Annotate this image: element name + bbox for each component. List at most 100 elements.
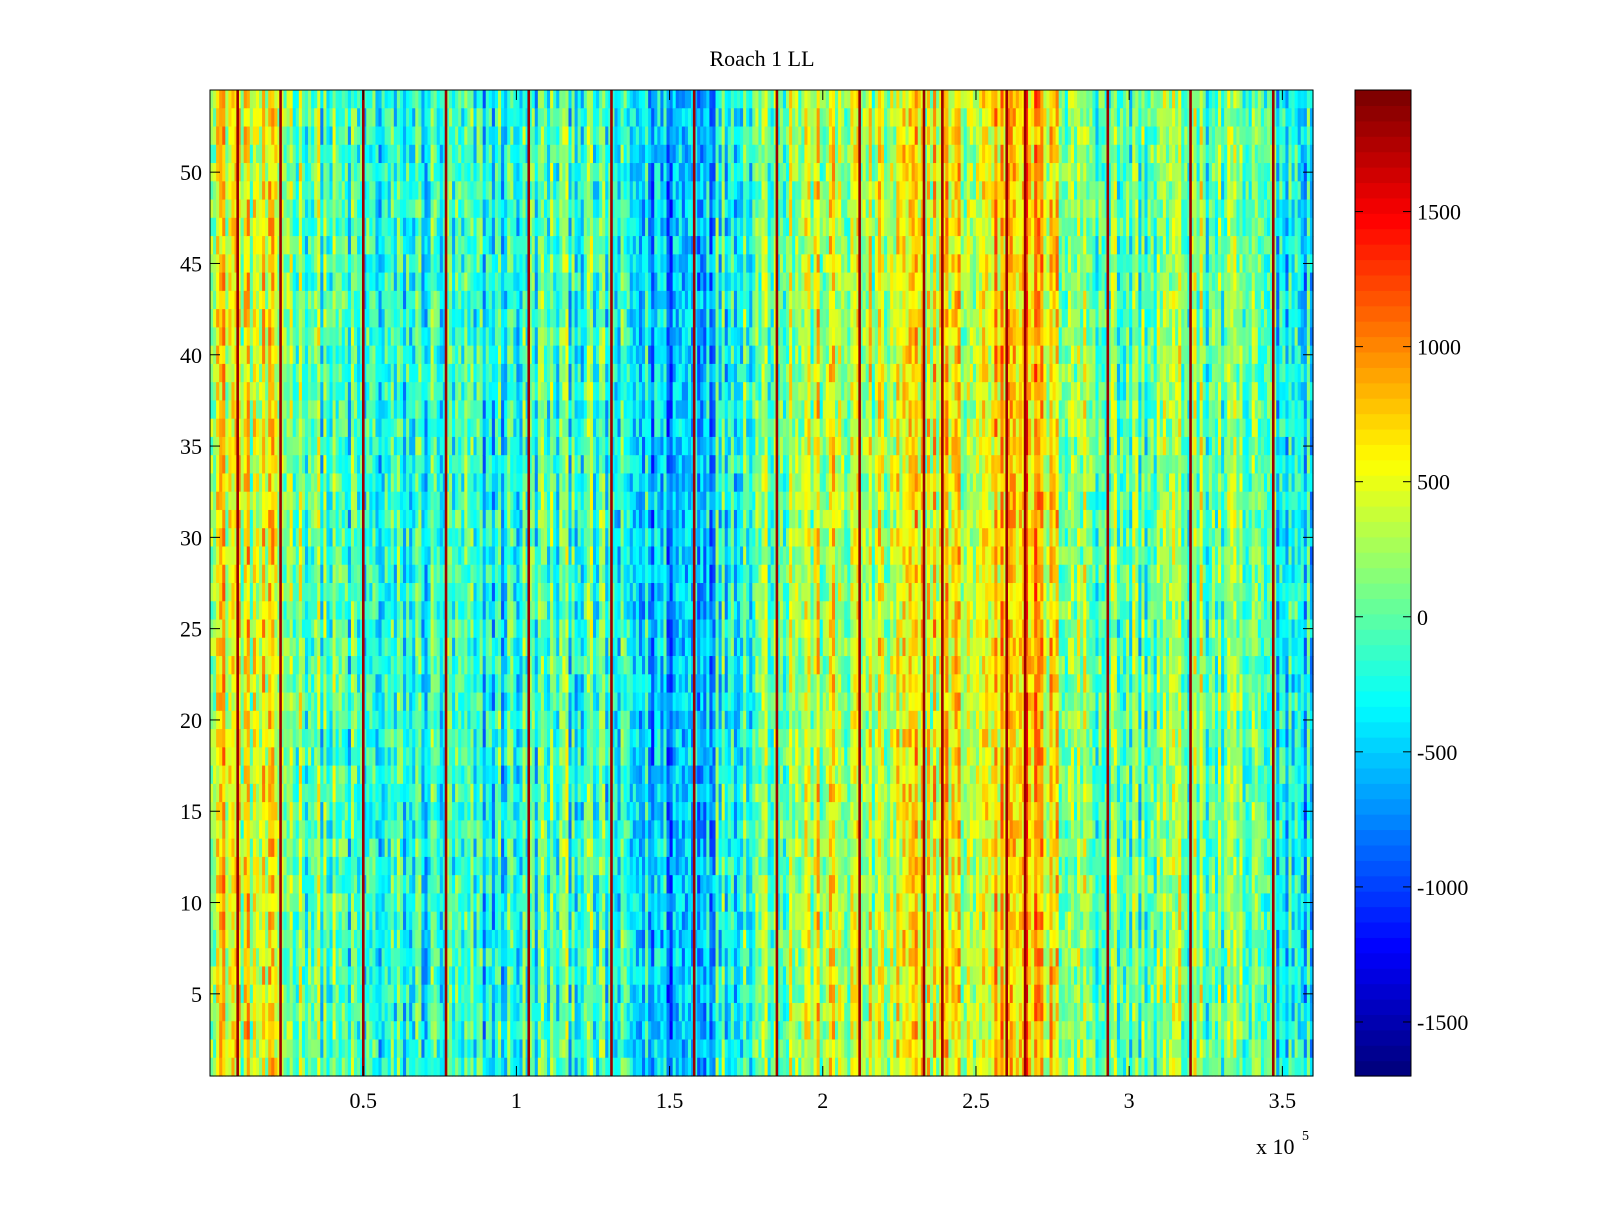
heatmap-cell bbox=[448, 911, 453, 931]
heatmap-cell bbox=[295, 546, 300, 566]
heatmap-cell bbox=[249, 309, 254, 328]
heatmap-cell bbox=[332, 583, 337, 602]
heatmap-cell bbox=[228, 838, 233, 858]
heatmap-cell bbox=[289, 856, 294, 876]
heatmap-cell bbox=[335, 583, 340, 602]
heatmap-cell bbox=[341, 747, 346, 767]
heatmap-cell bbox=[259, 236, 263, 255]
heatmap-cell bbox=[448, 327, 453, 347]
heatmap-cell bbox=[265, 509, 269, 529]
heatmap-cell bbox=[424, 1021, 429, 1041]
heatmap-cell bbox=[430, 144, 435, 164]
heatmap-cell bbox=[249, 875, 254, 895]
heatmap-cell bbox=[237, 272, 242, 292]
heatmap-cell bbox=[378, 236, 383, 255]
heatmap-cell bbox=[418, 144, 422, 164]
heatmap-cell bbox=[335, 984, 340, 1004]
heatmap-cell bbox=[399, 309, 404, 328]
heatmap-cell bbox=[378, 564, 383, 584]
heatmap-cell bbox=[271, 345, 275, 365]
heatmap-cell bbox=[262, 929, 266, 949]
heatmap-cell bbox=[399, 528, 404, 548]
heatmap-cell bbox=[338, 199, 343, 219]
heatmap-cell bbox=[396, 875, 401, 895]
heatmap-cell bbox=[314, 1002, 318, 1022]
heatmap-cell bbox=[363, 163, 367, 182]
heatmap-cell bbox=[341, 436, 346, 456]
heatmap-cell bbox=[384, 1057, 389, 1077]
heatmap-cell bbox=[304, 236, 309, 255]
heatmap-cell bbox=[430, 1021, 435, 1041]
heatmap-cell bbox=[421, 637, 426, 657]
heatmap-cell bbox=[455, 327, 459, 347]
heatmap-cell bbox=[436, 455, 441, 475]
heatmap-cell bbox=[240, 747, 245, 767]
heatmap-cell bbox=[369, 911, 373, 931]
heatmap-cell bbox=[360, 765, 364, 785]
heatmap-cell bbox=[412, 473, 416, 493]
heatmap-cell bbox=[304, 181, 309, 201]
heatmap-cell bbox=[286, 929, 291, 949]
heatmap-cell bbox=[240, 236, 245, 255]
heatmap-cell bbox=[292, 619, 297, 639]
heatmap-cell bbox=[255, 583, 260, 602]
heatmap-cell bbox=[409, 126, 413, 146]
heatmap-cell bbox=[246, 181, 251, 201]
heatmap-cell bbox=[237, 126, 242, 146]
heatmap-cell bbox=[467, 491, 472, 511]
heatmap-cell bbox=[314, 509, 318, 529]
heatmap-cell bbox=[231, 583, 236, 602]
heatmap-cell bbox=[369, 528, 373, 548]
heatmap-cell bbox=[347, 893, 352, 913]
heatmap-cell bbox=[430, 747, 435, 767]
heatmap-cell bbox=[467, 345, 472, 365]
heatmap-cell bbox=[430, 656, 435, 675]
heatmap-cell bbox=[418, 345, 422, 365]
heatmap-cell bbox=[234, 893, 239, 913]
heatmap-cell bbox=[430, 929, 435, 949]
heatmap-cell bbox=[219, 509, 223, 529]
heatmap-cell bbox=[311, 382, 315, 402]
heatmap-cell bbox=[289, 217, 294, 237]
heatmap-cell bbox=[406, 254, 410, 274]
heatmap-cell bbox=[240, 948, 245, 968]
heatmap-cell bbox=[225, 272, 229, 292]
heatmap-cell bbox=[323, 382, 328, 402]
heatmap-cell bbox=[255, 710, 260, 730]
heatmap-cell bbox=[448, 929, 453, 949]
heatmap-cell bbox=[283, 710, 288, 730]
heatmap-cell bbox=[452, 656, 456, 675]
heatmap-cell bbox=[277, 856, 282, 876]
heatmap-cell bbox=[228, 747, 233, 767]
heatmap-cell bbox=[378, 163, 383, 182]
heatmap-cell bbox=[243, 327, 248, 347]
heatmap-cell bbox=[357, 199, 361, 219]
heatmap-cell bbox=[262, 875, 266, 895]
heatmap-cell bbox=[421, 929, 426, 949]
heatmap-cell bbox=[317, 583, 321, 602]
heatmap-cell bbox=[452, 436, 456, 456]
heatmap-cell bbox=[409, 309, 413, 328]
heatmap-cell bbox=[283, 1002, 288, 1022]
heatmap-cell bbox=[289, 601, 294, 621]
heatmap-cell bbox=[222, 875, 226, 895]
heatmap-cell bbox=[271, 455, 275, 475]
heatmap-cell bbox=[274, 236, 278, 255]
heatmap-cell bbox=[461, 692, 465, 712]
heatmap-cell bbox=[381, 254, 386, 274]
heatmap-cell bbox=[403, 400, 407, 420]
heatmap-cell bbox=[338, 400, 343, 420]
heatmap-cell bbox=[344, 163, 349, 182]
heatmap-cell bbox=[259, 948, 263, 968]
heatmap-cell bbox=[455, 838, 459, 858]
heatmap-cell bbox=[399, 765, 404, 785]
heatmap-cell bbox=[246, 1002, 251, 1022]
heatmap-cell bbox=[252, 272, 257, 292]
heatmap-cell bbox=[344, 875, 349, 895]
heatmap-cell bbox=[403, 911, 407, 931]
heatmap-cell bbox=[430, 802, 435, 821]
heatmap-cell bbox=[344, 90, 349, 109]
heatmap-cell bbox=[384, 217, 389, 237]
heatmap-cell bbox=[455, 290, 459, 310]
heatmap-cell bbox=[320, 90, 324, 109]
